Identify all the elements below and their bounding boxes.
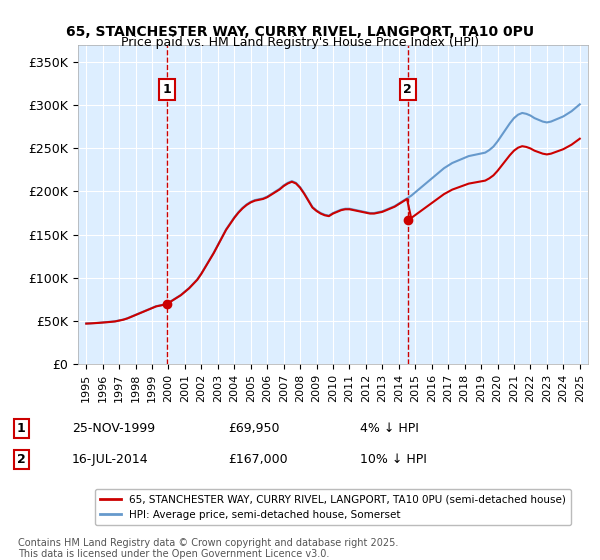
Text: 4% ↓ HPI: 4% ↓ HPI [360, 422, 419, 435]
Text: 2: 2 [17, 452, 25, 466]
Text: 1: 1 [163, 83, 171, 96]
Text: Contains HM Land Registry data © Crown copyright and database right 2025.
This d: Contains HM Land Registry data © Crown c… [18, 538, 398, 559]
Text: 65, STANCHESTER WAY, CURRY RIVEL, LANGPORT, TA10 0PU: 65, STANCHESTER WAY, CURRY RIVEL, LANGPO… [66, 25, 534, 39]
Text: £167,000: £167,000 [228, 452, 287, 466]
Text: 10% ↓ HPI: 10% ↓ HPI [360, 452, 427, 466]
Text: 25-NOV-1999: 25-NOV-1999 [72, 422, 155, 435]
Text: 1: 1 [17, 422, 25, 435]
Text: £69,950: £69,950 [228, 422, 280, 435]
Legend: 65, STANCHESTER WAY, CURRY RIVEL, LANGPORT, TA10 0PU (semi-detached house), HPI:: 65, STANCHESTER WAY, CURRY RIVEL, LANGPO… [95, 489, 571, 525]
Text: 2: 2 [403, 83, 412, 96]
Text: 16-JUL-2014: 16-JUL-2014 [72, 452, 149, 466]
Text: Price paid vs. HM Land Registry's House Price Index (HPI): Price paid vs. HM Land Registry's House … [121, 36, 479, 49]
